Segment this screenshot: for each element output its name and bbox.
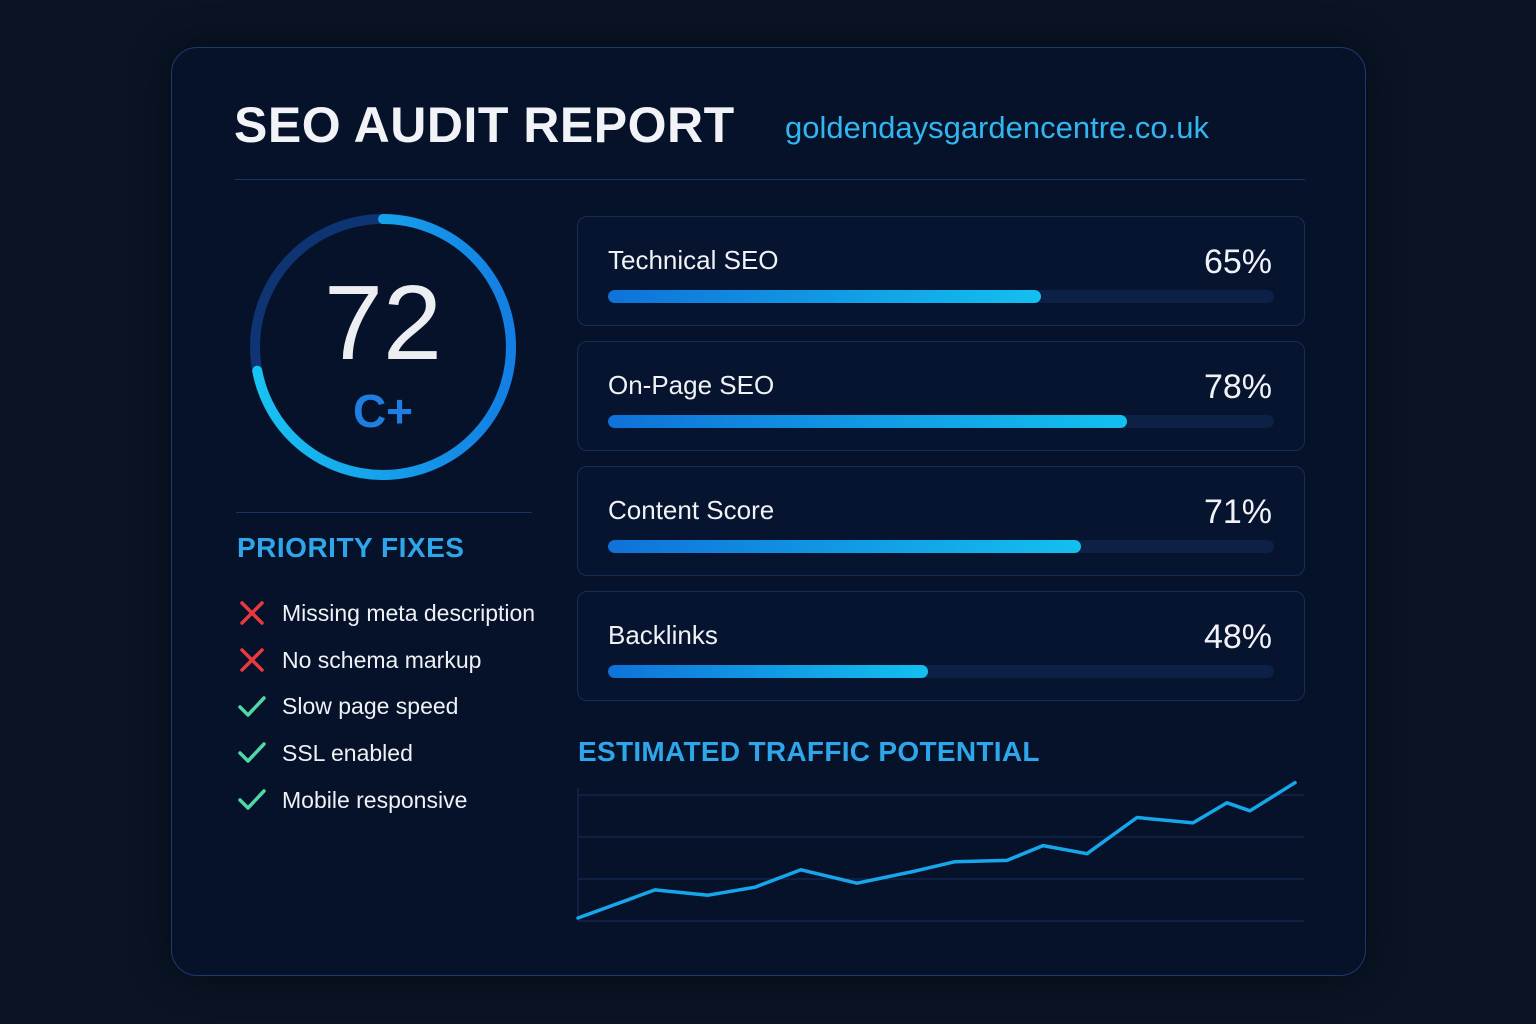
progress-bar-fill xyxy=(608,665,928,678)
metric-card-on-page-seo: On-Page SEO 78% xyxy=(577,341,1305,451)
progress-bar xyxy=(608,290,1274,303)
check-icon xyxy=(238,789,266,810)
progress-bar xyxy=(608,540,1274,553)
check-icon xyxy=(238,742,266,764)
metric-card-technical-seo: Technical SEO 65% xyxy=(577,216,1305,326)
site-domain-link[interactable]: goldendaysgardencentre.co.uk xyxy=(785,110,1209,145)
metric-label: Content Score xyxy=(608,495,775,525)
priority-fix-item: SSL enabled xyxy=(237,730,535,777)
metric-card-backlinks: Backlinks 48% xyxy=(577,591,1305,701)
check-icon xyxy=(238,695,266,717)
page-title: SEO AUDIT REPORT xyxy=(234,97,735,153)
priority-fix-label: Missing meta description xyxy=(282,599,536,626)
x-icon xyxy=(240,601,264,626)
header-divider xyxy=(235,179,1305,180)
metric-value: 78% xyxy=(1203,368,1272,406)
priority-fix-item: Slow page speed xyxy=(237,683,535,730)
overall-grade: C+ xyxy=(352,385,414,437)
priority-fixes-heading: PRIORITY FIXES xyxy=(237,532,465,563)
traffic-line-chart xyxy=(576,780,1304,922)
priority-fix-item: Missing meta description xyxy=(237,590,535,637)
priority-fix-label: No schema markup xyxy=(282,646,482,673)
progress-bar-fill xyxy=(608,290,1041,303)
progress-bar-fill xyxy=(608,540,1081,553)
priority-fix-item: No schema markup xyxy=(237,637,535,684)
metric-value: 48% xyxy=(1203,618,1272,656)
priority-fix-label: Mobile responsive xyxy=(282,786,468,813)
priority-fix-label: Slow page speed xyxy=(282,693,459,720)
metric-value: 65% xyxy=(1203,243,1272,281)
metrics-panel: Technical SEO 65% On-Page SEO 78% Conten… xyxy=(577,216,1305,716)
priority-fixes-list: Missing meta description No schema marku… xyxy=(237,590,535,823)
x-icon xyxy=(240,648,264,672)
progress-bar-fill xyxy=(608,415,1128,428)
metric-card-content-score: Content Score 71% xyxy=(577,466,1305,576)
metric-label: Backlinks xyxy=(608,620,718,650)
progress-bar xyxy=(608,415,1274,428)
score-gauge xyxy=(250,214,516,480)
priority-fix-label: SSL enabled xyxy=(282,739,413,766)
metric-label: Technical SEO xyxy=(608,245,779,275)
metric-value: 71% xyxy=(1203,493,1272,531)
metric-label: On-Page SEO xyxy=(608,370,775,400)
traffic-heading: ESTIMATED TRAFFIC POTENTIAL xyxy=(578,736,1040,767)
section-divider xyxy=(236,512,532,513)
progress-bar xyxy=(608,665,1274,678)
priority-fix-item: Mobile responsive xyxy=(237,777,535,824)
overall-score: 72 xyxy=(324,264,442,382)
